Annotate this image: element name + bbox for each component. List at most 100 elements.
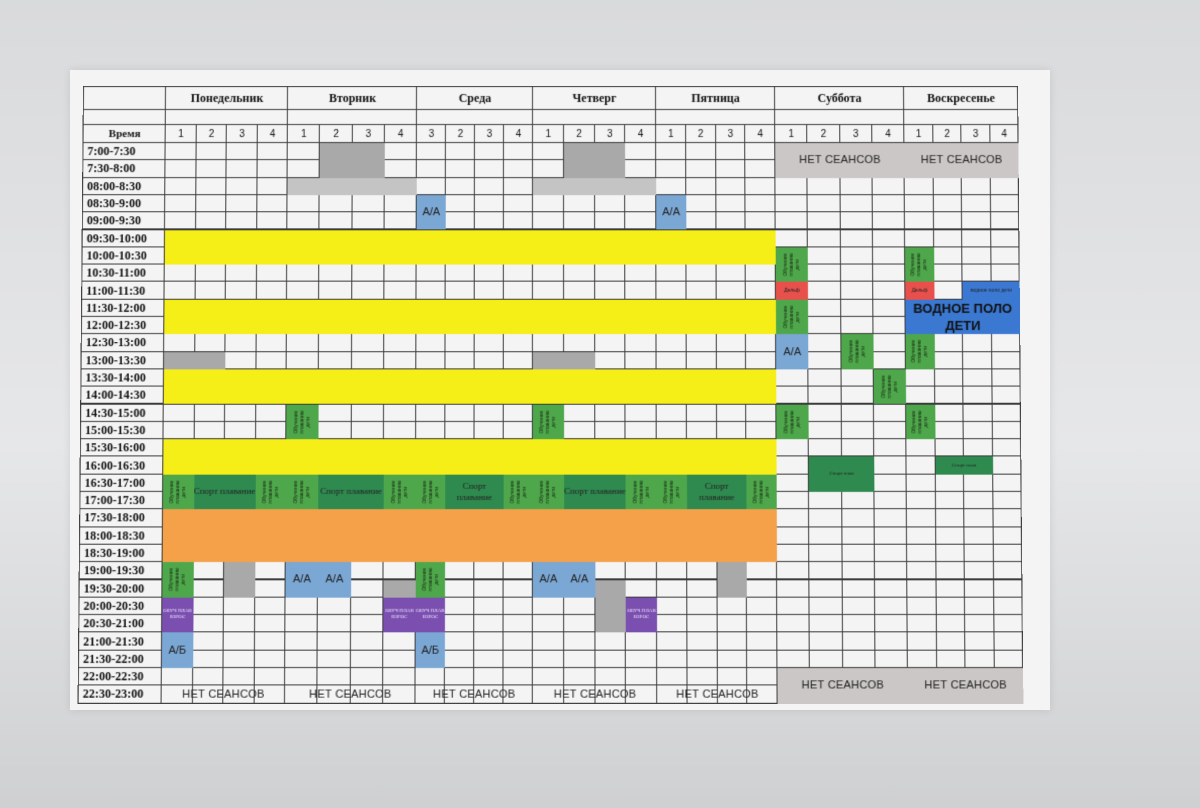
slot-cell [809, 649, 843, 668]
slot-cell [774, 194, 807, 212]
slot-cell [625, 649, 657, 668]
slot-cell [444, 667, 474, 686]
lane-number: 4 [385, 125, 417, 143]
slot-cell [415, 333, 445, 351]
kids-training-block: Обучение плаванию дети [657, 474, 687, 509]
slot-cell [685, 351, 716, 369]
slot-cell [503, 194, 533, 212]
time-label: 10:30-11:00 [82, 265, 164, 282]
lane-number: 4 [257, 125, 288, 143]
aa-block: А/А [318, 562, 351, 597]
slot-cell [445, 194, 475, 212]
slot-cell [932, 177, 962, 195]
slot-cell [685, 159, 716, 177]
slot-cell [840, 298, 873, 316]
slot-cell [625, 421, 657, 440]
slot-cell [873, 508, 907, 527]
slot-cell [502, 667, 532, 686]
block-label: НЕТ СЕАНСОВ [921, 154, 1003, 166]
slot-cell [351, 333, 384, 351]
slot-cell [935, 579, 965, 598]
slot-cell [991, 403, 1021, 422]
lane-number: 4 [504, 125, 533, 143]
day-spacer-cell [655, 109, 775, 125]
lane-number: 3 [595, 125, 626, 143]
block-label: ВОДНОЕ ПОЛО ДЕТИ [905, 300, 1020, 334]
slot-cell [873, 544, 907, 563]
slot-cell [445, 177, 475, 195]
slot-cell [935, 544, 965, 563]
slot-cell [445, 142, 475, 160]
kids-training-block: Обучение плаванию дети [776, 404, 809, 439]
slot-cell [656, 596, 687, 615]
slot-cell [906, 614, 936, 633]
slot-cell [807, 264, 840, 282]
evening-block [533, 509, 657, 562]
slot-cell [317, 596, 351, 615]
block-label: Обучение плаванию дети [261, 474, 279, 509]
time-label: 13:30-14:00 [81, 369, 164, 386]
slot-cell [416, 142, 446, 160]
block-label: Обучение плаванию дети [293, 474, 311, 509]
slot-cell [384, 142, 417, 160]
slot-cell [874, 561, 908, 580]
block-label: ОБУЧ ПЛАВ ВЗРОС [416, 609, 445, 621]
slot-cell [445, 281, 475, 299]
lane-number: 3 [417, 125, 446, 143]
slot-cell [963, 526, 993, 545]
time-label: 7:30-8:00 [83, 160, 165, 177]
slot-cell [961, 246, 991, 264]
slot-cell [873, 491, 907, 510]
slot-cell [349, 667, 383, 686]
time-label: 12:00-12:30 [82, 317, 165, 334]
evening-block [416, 509, 533, 562]
slot-cell [989, 177, 1019, 195]
slot-cell [990, 246, 1020, 264]
slot-cell [776, 526, 810, 545]
sport-swimming-block: Спорт плавание [194, 474, 256, 509]
slot-cell [474, 281, 504, 299]
day-name: Пятница [656, 87, 775, 110]
slot-cell [807, 211, 840, 229]
slot-cell [934, 491, 964, 510]
slot-cell [807, 316, 840, 334]
public-swim-block [165, 230, 288, 265]
block-label: А/А [293, 574, 311, 586]
slot-cell [503, 351, 533, 369]
public-swim-block [533, 369, 657, 404]
evening-block [286, 509, 416, 562]
slot-cell [222, 649, 254, 668]
block-label: НЕТ СЕАНСОВ [676, 688, 758, 700]
slot-cell [989, 194, 1019, 212]
slot-cell [473, 421, 503, 440]
time-label: 18:30-19:00 [80, 545, 163, 563]
slot-cell [776, 544, 810, 563]
public-swim-block [533, 439, 657, 474]
slot-cell [776, 456, 810, 475]
slot-cell [906, 596, 936, 615]
slot-cell [873, 403, 907, 422]
slot-cell [255, 333, 287, 351]
slot-cell [532, 632, 564, 651]
block-label: НЕТ СЕАНСОВ [554, 688, 636, 700]
slot-cell [809, 614, 843, 633]
day-spacer-cell [165, 109, 288, 125]
slot-cell [255, 264, 287, 282]
slot-cell [223, 614, 255, 633]
slot-cell [655, 142, 686, 160]
slot-cell [382, 632, 416, 651]
slot-cell [963, 421, 993, 440]
slot-cell [840, 316, 874, 334]
slot-cell [195, 142, 227, 160]
slot-cell [502, 632, 532, 651]
slot-cell [716, 667, 747, 686]
slot-cell [807, 246, 840, 264]
lane-number: 1 [904, 125, 933, 143]
slot-cell [254, 579, 286, 598]
slot-cell [594, 421, 626, 440]
slot-cell [991, 351, 1021, 369]
slot-cell [992, 456, 1022, 475]
slot-cell [286, 333, 319, 351]
slot-cell [256, 194, 288, 212]
lane-number: 2 [686, 125, 716, 143]
